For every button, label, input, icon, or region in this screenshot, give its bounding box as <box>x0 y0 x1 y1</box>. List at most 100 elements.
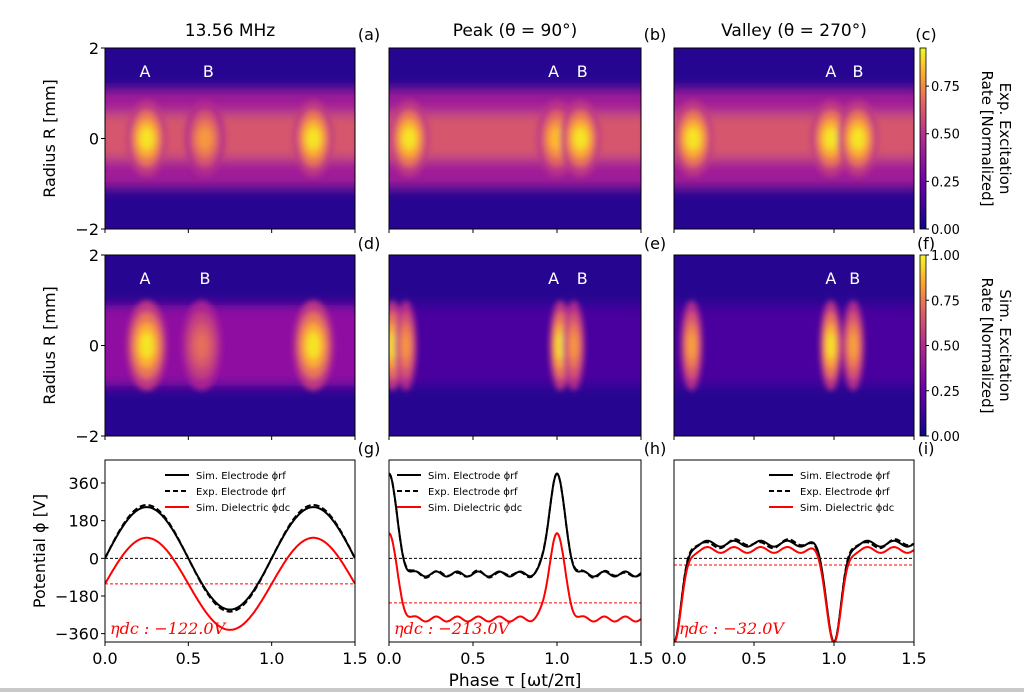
colorbar-label-line1: Sim. Excitation <box>996 289 1014 401</box>
panel-title: 13.56 MHz <box>185 21 276 41</box>
colorbar-tick-label: 0.00 <box>931 223 960 238</box>
heatmap-band <box>389 304 641 387</box>
colorbar <box>919 47 927 230</box>
x-tick-label: 0.5 <box>176 649 201 668</box>
y-tick-label: 2 <box>89 39 99 58</box>
heatmap-area <box>674 48 914 229</box>
x-tick-label: 1.5 <box>901 649 926 668</box>
panel-title: Peak (θ = 90°) <box>453 21 578 41</box>
heatmap-area <box>389 255 641 436</box>
eta-dc-annotation: ηdc : −122.0V <box>110 619 227 638</box>
axes-background <box>389 460 641 642</box>
colorbar-tick-label: 1.00 <box>931 249 960 264</box>
heatmap-peak <box>827 332 835 359</box>
colorbar-label-line2: Rate [Normalized] <box>978 278 996 414</box>
panel-label: (c) <box>915 25 936 44</box>
x-tick-label: 1.5 <box>628 649 653 668</box>
heatmap-peaks <box>389 300 585 391</box>
legend-entry: Exp. Electrode ϕrf <box>428 487 518 498</box>
panel-a: A B 2 0 −2 Radius R [mm] 13.56 MHz (a) <box>40 21 380 239</box>
axes-frame <box>104 459 356 643</box>
series-exp-electrode <box>105 504 355 613</box>
peak-label: A <box>548 62 559 81</box>
peak-label: A <box>140 62 151 81</box>
heatmap-peak <box>686 127 700 150</box>
heatmap-peaks <box>126 100 334 177</box>
heatmap-peaks <box>126 300 334 391</box>
heatmap-peak <box>573 127 588 150</box>
panel-title: Valley (θ = 270°) <box>721 21 867 41</box>
axes-frame <box>388 47 642 230</box>
heatmap-peaks <box>680 300 865 391</box>
heatmap-peak <box>139 332 154 359</box>
axes-frame <box>388 254 642 437</box>
panel-c: A B Valley (θ = 270°) 0.00 0.25 0.50 0.75 Exp. … <box>673 21 1014 238</box>
colorbar-tick-label: 0.25 <box>931 175 960 190</box>
panel-label: (a) <box>358 25 380 44</box>
legend-entry: Exp. Electrode ϕrf <box>196 487 286 498</box>
y-tick-label: 2 <box>89 246 99 265</box>
colorbar-tick-label: 0.75 <box>931 80 960 95</box>
colorbar-label-line1: Exp. Excitation <box>996 83 1014 195</box>
heatmap-peak <box>306 332 321 359</box>
series-exp-electrode <box>674 538 914 642</box>
window-bottom-edge <box>0 688 1024 692</box>
x-tick-label: 1.0 <box>821 649 846 668</box>
panel-label: (f) <box>917 234 935 253</box>
plot-area <box>389 472 641 623</box>
series-sim-dielectric <box>105 536 355 631</box>
heatmap-peak <box>306 127 321 150</box>
panel-e: A B (e) <box>388 234 666 440</box>
heatmap-peak <box>389 332 397 359</box>
legend-entry: Sim. Dielectric ϕdc <box>800 503 894 514</box>
legend: Sim. Electrode ϕrf Exp. Electrode ϕrf Sim.… <box>397 471 522 514</box>
y-tick-label: 0 <box>89 130 99 149</box>
axes-frame <box>673 459 915 643</box>
colorbar-tick-label: 0.00 <box>931 430 960 445</box>
heatmap-peak <box>402 127 416 150</box>
x-tick-label: 1.5 <box>342 649 367 668</box>
heatmap-peak <box>402 332 410 359</box>
panel-i: 0.0 0.5 1.0 1.5 Sim. Electrode ϕrf Exp. Elect… <box>661 439 934 668</box>
heatmap-peak <box>570 332 578 359</box>
heatmap-peak <box>550 127 564 150</box>
legend: Sim. Electrode ϕrf Exp. Electrode ϕrf Sim.… <box>165 471 290 514</box>
panel-h: 0.0 0.5 1.0 1.5 Phase τ [ωt/2π] Sim. Electrod… <box>376 439 666 688</box>
legend-entry: Sim. Electrode ϕrf <box>800 471 890 482</box>
panel-label: (i) <box>918 439 935 458</box>
x-tick-label: 0.0 <box>376 649 401 668</box>
band-outer <box>674 304 914 387</box>
x-tick-label: 0.5 <box>460 649 485 668</box>
axes-frame <box>673 47 915 230</box>
eta-dc-annotation: ηdc : −213.0V <box>394 619 511 638</box>
panel-label: (g) <box>358 439 381 458</box>
heatmap-band <box>674 304 914 387</box>
eta-dc-annotation: ηdc : −32.0V <box>679 619 785 638</box>
panel-label: (h) <box>644 439 667 458</box>
panel-label: (d) <box>358 234 381 253</box>
panel-g: 0.0 0.5 1.0 1.5 360 180 0 −180 −360 Potential ϕ [… <box>30 439 380 668</box>
series-sim-electrode <box>674 539 914 642</box>
x-tick-label: 0.0 <box>92 649 117 668</box>
axes-frame <box>388 459 642 643</box>
y-tick-label: −360 <box>55 625 99 644</box>
heatmap-area <box>105 48 355 229</box>
legend-entry: Sim. Dielectric ϕdc <box>196 503 290 514</box>
heatmap-peak <box>849 332 857 359</box>
colorbar <box>919 254 927 437</box>
series-sim-dielectric <box>674 545 914 642</box>
peak-label: B <box>577 269 588 288</box>
panel-d: A B 2 0 −2 Radius R [mm] (d) <box>40 234 380 446</box>
series-sim-electrode <box>389 472 641 578</box>
peak-label: B <box>853 62 864 81</box>
y-tick-label: 180 <box>68 512 99 531</box>
legend-entry: Sim. Dielectric ϕdc <box>428 503 522 514</box>
peak-label: B <box>203 62 214 81</box>
y-tick-label: 360 <box>68 474 99 493</box>
y-tick-label: 0 <box>89 337 99 356</box>
legend-entry: Sim. Electrode ϕrf <box>196 471 286 482</box>
x-tick-label: 1.0 <box>544 649 569 668</box>
x-axis-label: Phase τ [ωt/2π] <box>449 671 582 688</box>
heatmap-area <box>674 255 914 436</box>
